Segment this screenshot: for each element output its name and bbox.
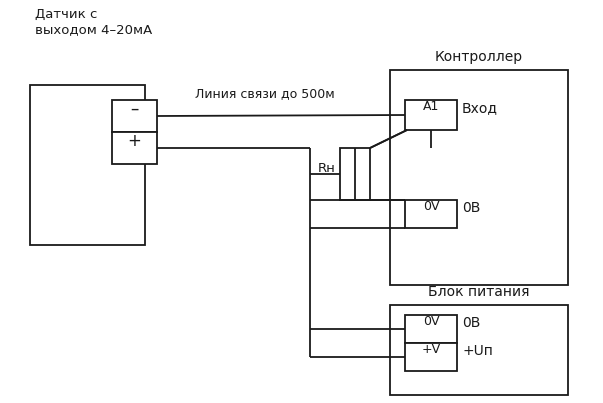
Text: Rн: Rн	[318, 162, 336, 175]
Text: +V: +V	[421, 343, 441, 356]
Text: –: –	[130, 100, 138, 118]
Bar	[340, 148, 370, 200]
Text: Линия связи до 500м: Линия связи до 500м	[195, 87, 335, 100]
Text: Вход: Вход	[462, 101, 498, 115]
Bar	[390, 70, 568, 285]
Text: Датчик с
выходом 4–20мА: Датчик с выходом 4–20мА	[35, 8, 152, 36]
Bar	[112, 132, 157, 164]
Text: 0V: 0V	[423, 315, 439, 328]
Text: A1: A1	[423, 100, 439, 113]
Text: Контроллер: Контроллер	[435, 50, 523, 64]
Bar	[112, 100, 157, 132]
Text: 0V: 0V	[423, 200, 439, 213]
Bar	[390, 305, 568, 395]
Text: +Uп: +Uп	[462, 344, 493, 358]
Text: Блок питания: Блок питания	[428, 285, 530, 299]
Bar	[405, 343, 457, 371]
Text: 0В: 0В	[462, 201, 481, 215]
Text: 0В: 0В	[462, 316, 481, 330]
Bar	[405, 315, 457, 343]
Text: +: +	[127, 132, 141, 150]
Bar	[405, 100, 457, 130]
Bar	[30, 85, 145, 245]
Bar	[405, 200, 457, 228]
